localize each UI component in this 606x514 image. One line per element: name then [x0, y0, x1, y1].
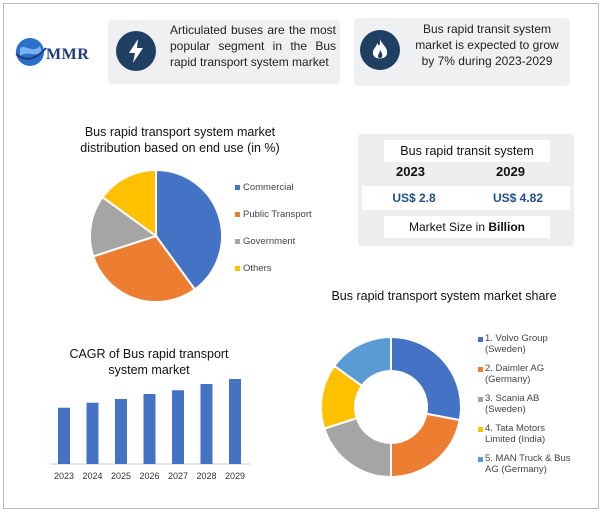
globe-icon: [15, 38, 47, 66]
x-tick-label: 2029: [224, 471, 246, 481]
bar: [58, 407, 70, 464]
market-size-footer: Market Size in Billion: [384, 216, 550, 238]
highlight-card-growth: Bus rapid transit system market is expec…: [354, 18, 570, 86]
highlight-card-text: Articulated buses are the most popular s…: [170, 23, 336, 69]
market-share-donut-slice: [390, 412, 461, 479]
highlight-card-segment: Articulated buses are the most popular s…: [108, 20, 340, 84]
x-tick-label: 2026: [139, 471, 160, 481]
x-tick-label: 2028: [196, 471, 217, 481]
lightning-icon: [116, 31, 156, 71]
legend-label: Commercial: [243, 182, 294, 193]
legend-swatch: [478, 457, 483, 462]
market-share-donut-chart: [320, 335, 462, 479]
legend-swatch: [478, 337, 483, 342]
x-tick-label: 2027: [167, 471, 189, 481]
market-size-year-start: 2023: [396, 164, 425, 179]
x-tick-label: 2024: [82, 471, 103, 481]
market-share-donut-slice: [390, 335, 462, 422]
legend-label: 4. Tata Motors Limited (India): [485, 423, 546, 445]
bar: [143, 394, 156, 464]
legend-swatch: [478, 397, 483, 402]
legend-label: Others: [243, 263, 272, 274]
cagr-bar-chart: [50, 379, 250, 465]
legend-swatch: [478, 367, 483, 372]
highlight-card-text: Bus rapid transit system market is expec…: [415, 22, 559, 68]
legend-label: 2. Daimler AG (Germany): [485, 363, 545, 385]
bar-chart-title: CAGR of Bus rapid transport system marke…: [69, 347, 229, 377]
market-size-value-end: US$ 4.82: [466, 186, 570, 210]
pie-chart-title: Bus rapid transport system market distri…: [80, 125, 280, 155]
legend-swatch: [235, 266, 240, 271]
market-share-donut-slice: [332, 335, 392, 388]
legend-swatch: [235, 212, 240, 217]
legend-label: 5. MAN Truck & Bus AG (Germany): [485, 453, 571, 475]
end-use-pie-slice: [91, 234, 197, 303]
brand-logo: MMR: [10, 30, 102, 74]
market-size-value-start: US$ 2.8: [362, 186, 466, 210]
bar: [200, 384, 213, 464]
end-use-pie-slice: [155, 168, 223, 291]
legend-label: 3. Scania AB (Sweden): [485, 393, 540, 415]
x-tick-label: 2023: [53, 471, 75, 481]
legend-swatch: [478, 427, 483, 432]
market-size-footer-prefix: Market Size in: [408, 220, 489, 234]
market-size-footer-unit: Billion: [488, 220, 526, 234]
bar: [115, 399, 127, 464]
bar: [229, 379, 241, 464]
donut-chart-title: Bus rapid transport system market share: [331, 289, 557, 303]
legend-label: Public Transport: [243, 209, 312, 220]
market-size-title: Bus rapid transit system: [384, 140, 550, 162]
legend-swatch: [235, 239, 240, 244]
bar: [172, 390, 184, 464]
end-use-pie-slice: [101, 168, 157, 238]
brand-name: MMR: [46, 46, 90, 63]
x-tick-label: 2025: [110, 471, 132, 481]
legend-label: Government: [243, 236, 296, 247]
legend-swatch: [235, 185, 240, 190]
flame-icon: [360, 30, 400, 70]
legend-label: 1. Volvo Group (Sweden): [485, 333, 548, 355]
bar: [86, 402, 99, 464]
infographic-frame: [3, 3, 599, 509]
market-share-donut-slice: [323, 416, 392, 479]
end-use-pie-chart: [89, 168, 223, 303]
end-use-pie-slice: [89, 195, 159, 258]
market-size-year-end: 2029: [496, 164, 525, 179]
